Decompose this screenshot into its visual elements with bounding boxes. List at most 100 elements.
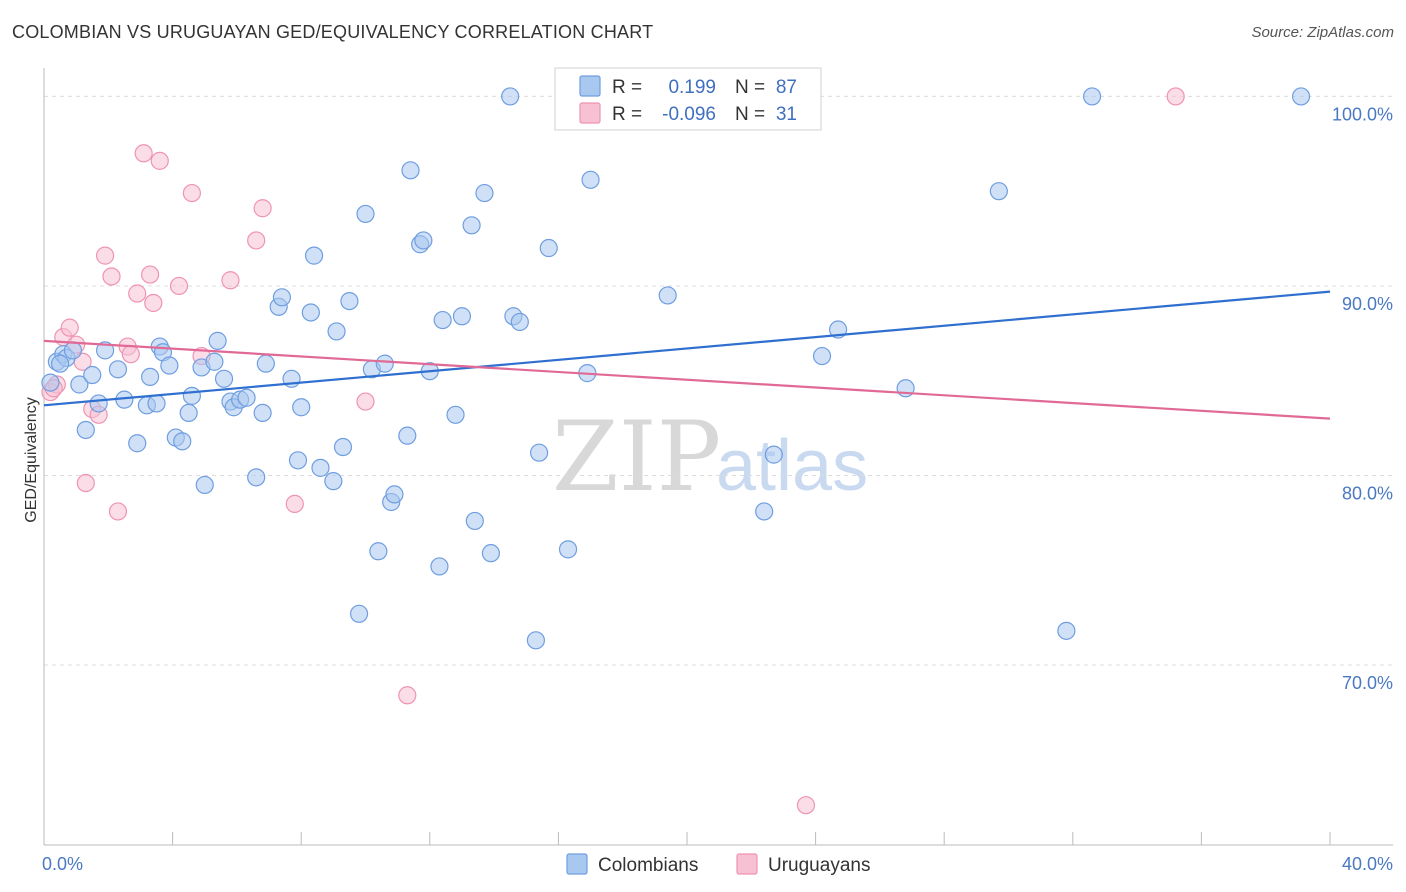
- series-legend: Colombians Uruguayans: [566, 853, 870, 876]
- uruguayan-point: [253, 199, 272, 218]
- colombian-point: [108, 360, 128, 379]
- colombian-point: [89, 394, 108, 413]
- uruguayan-point: [182, 183, 201, 203]
- legend-n-label-1: N =: [735, 77, 765, 98]
- legend-n-label-2: N =: [735, 104, 765, 125]
- uruguayans-trend-line: [43, 339, 1331, 420]
- uruguayan-point: [134, 144, 153, 163]
- colombian-point: [1291, 87, 1311, 106]
- colombian-point: [173, 432, 192, 451]
- legend-n-value-1: 87: [776, 77, 797, 98]
- y-tick-label: 70.0%: [1342, 673, 1393, 693]
- bottom-legend-swatch-colombians: [566, 853, 588, 875]
- uruguayan-point: [221, 271, 240, 290]
- colombian-point: [430, 557, 449, 576]
- colombian-point: [340, 292, 359, 311]
- colombian-point: [179, 403, 198, 423]
- colombian-point: [989, 182, 1008, 201]
- colombian-point: [288, 451, 308, 470]
- legend-r-value-2: -0.096: [662, 104, 716, 125]
- uruguayan-point: [102, 267, 121, 286]
- colombian-point: [83, 365, 102, 385]
- colombian-point: [205, 352, 224, 371]
- legend-r-value-1: 0.199: [668, 77, 716, 98]
- uruguayan-point: [60, 318, 79, 337]
- uruguayan-point: [247, 231, 266, 250]
- colombian-point: [755, 502, 774, 521]
- colombian-point: [1082, 87, 1102, 106]
- colombian-point: [95, 341, 115, 360]
- colombian-point: [501, 87, 520, 106]
- uruguayan-point: [144, 293, 163, 313]
- colombian-point: [214, 369, 234, 388]
- watermark: ZIP atlas: [552, 401, 868, 513]
- colombian-point: [369, 542, 388, 561]
- colombian-point: [304, 246, 324, 265]
- uruguayan-point: [128, 284, 147, 303]
- chart-title: COLOMBIAN VS URUGUAYAN GED/EQUIVALENCY C…: [12, 22, 654, 42]
- bottom-legend-swatch-uruguayans: [736, 853, 758, 875]
- colombian-point: [375, 354, 394, 373]
- y-tick-labels: 70.0% 80.0% 90.0% 100.0%: [1332, 104, 1393, 693]
- uruguayan-point: [285, 494, 304, 513]
- colombians-points: [41, 87, 1311, 650]
- colombian-point: [70, 375, 89, 394]
- colombian-point: [324, 472, 343, 491]
- colombian-point: [401, 161, 420, 180]
- colombian-point: [812, 346, 832, 366]
- colombian-point: [530, 443, 549, 462]
- colombian-point: [539, 238, 558, 258]
- colombian-point: [247, 468, 266, 487]
- uruguayan-point: [95, 246, 115, 265]
- legend-r-label-1: R =: [612, 77, 642, 98]
- colombian-point: [349, 604, 369, 623]
- x-tick-label-max: 40.0%: [1342, 854, 1393, 874]
- uruguayan-point: [169, 276, 189, 296]
- colombian-point: [581, 170, 600, 189]
- watermark-atlas: atlas: [716, 426, 868, 506]
- colombian-point: [414, 231, 433, 250]
- colombian-point: [237, 388, 256, 407]
- colombian-point: [195, 475, 214, 495]
- colombian-point: [50, 354, 70, 373]
- y-tick-label: 80.0%: [1342, 483, 1393, 503]
- colombian-point: [385, 485, 404, 504]
- legend-n-value-2: 31: [776, 104, 797, 125]
- colombian-point: [446, 405, 465, 424]
- uruguayan-point: [121, 345, 140, 364]
- colombian-point: [208, 331, 227, 350]
- colombians-trend-line: [43, 290, 1331, 407]
- colombian-point: [327, 322, 346, 341]
- colombian-point: [140, 367, 160, 387]
- colombian-point: [333, 437, 353, 457]
- legend-swatch-uruguayans: [579, 102, 601, 124]
- y-tick-label: 100.0%: [1332, 104, 1393, 124]
- legend-swatch-colombians: [579, 75, 601, 97]
- axes: [43, 68, 1393, 846]
- colombian-point: [182, 386, 201, 405]
- colombian-point: [147, 394, 166, 413]
- colombian-point: [272, 288, 292, 307]
- colombian-point: [510, 312, 529, 332]
- y-tick-label: 90.0%: [1342, 294, 1393, 314]
- uruguayan-point: [398, 686, 417, 705]
- colombian-point: [41, 373, 60, 392]
- colombian-point: [292, 398, 311, 417]
- colombian-point: [398, 426, 417, 445]
- colombian-point: [764, 445, 783, 464]
- colombian-point: [256, 354, 275, 373]
- colombian-point: [658, 286, 677, 305]
- colombian-point: [481, 544, 500, 563]
- bottom-legend-colombians: Colombians: [598, 855, 698, 876]
- y-axis-label: GED/Equivalency: [23, 397, 40, 522]
- watermark-zip: ZIP: [552, 401, 721, 513]
- colombian-point: [558, 540, 578, 559]
- colombian-point: [160, 356, 179, 375]
- uruguayan-point: [150, 151, 169, 170]
- colombian-point: [356, 204, 375, 224]
- uruguayan-point: [356, 392, 375, 411]
- colombian-point: [1057, 621, 1076, 640]
- uruguayan-point: [796, 796, 816, 815]
- colombian-point: [526, 631, 545, 650]
